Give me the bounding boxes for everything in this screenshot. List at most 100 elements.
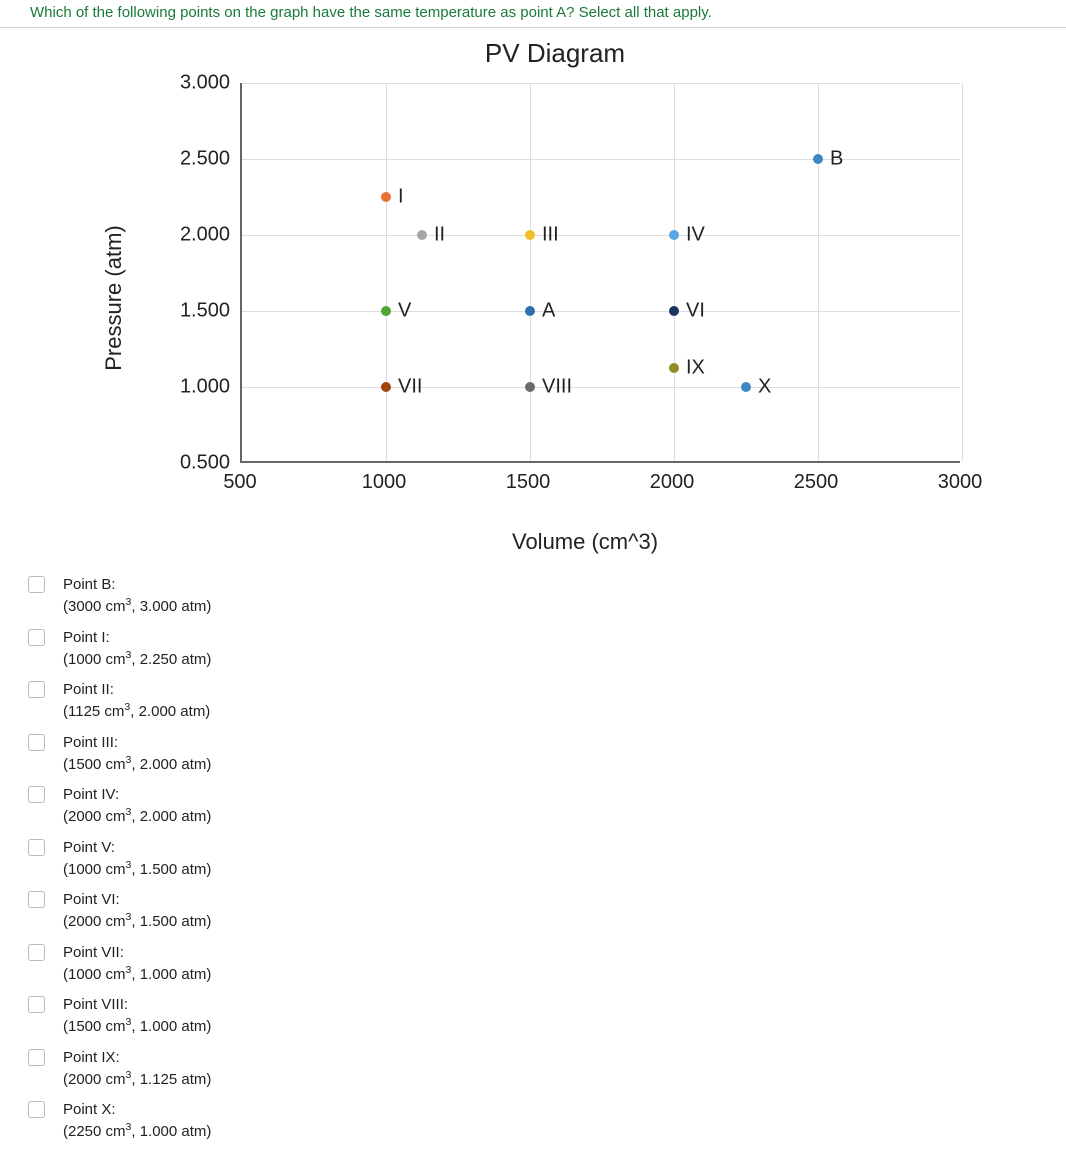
data-point — [381, 306, 391, 316]
answer-name: Point III: — [63, 733, 211, 753]
answer-name: Point VII: — [63, 943, 211, 963]
answer-option[interactable]: Point B: (3000 cm3, 3.000 atm) — [28, 575, 1066, 618]
checkbox[interactable] — [28, 944, 45, 961]
checkbox[interactable] — [28, 996, 45, 1013]
data-point-label: X — [758, 376, 771, 399]
data-point-label: VII — [398, 376, 422, 399]
data-point-label: II — [434, 224, 445, 247]
answer-name: Point VI: — [63, 890, 211, 910]
checkbox[interactable] — [28, 734, 45, 751]
data-point — [525, 230, 535, 240]
answer-name: Point II: — [63, 680, 210, 700]
answer-option[interactable]: Point III: (1500 cm3, 2.000 atm) — [28, 733, 1066, 776]
answer-option[interactable]: Point IV: (2000 cm3, 2.000 atm) — [28, 785, 1066, 828]
answer-name: Point VIII: — [63, 995, 211, 1015]
checkbox[interactable] — [28, 1049, 45, 1066]
answer-detail: (1000 cm3, 2.250 atm) — [63, 651, 211, 668]
checkbox[interactable] — [28, 891, 45, 908]
checkbox[interactable] — [28, 576, 45, 593]
answer-option[interactable]: Point II: (1125 cm3, 2.000 atm) — [28, 680, 1066, 723]
data-point-label: I — [398, 186, 404, 209]
answer-option[interactable]: Point VI: (2000 cm3, 1.500 atm) — [28, 890, 1066, 933]
answer-detail: (1125 cm3, 2.000 atm) — [63, 703, 210, 720]
checkbox[interactable] — [28, 786, 45, 803]
gridline-h — [242, 235, 960, 236]
checkbox[interactable] — [28, 839, 45, 856]
x-axis-label: Volume (cm^3) — [180, 529, 990, 555]
checkbox[interactable] — [28, 681, 45, 698]
chart-area: Pressure (atm) IIIIIIIVVAVIVIIVIIIIXXB 5… — [120, 73, 990, 523]
gridline-h — [242, 159, 960, 160]
answer-name: Point B: — [63, 575, 211, 595]
answer-option[interactable]: Point IX:(2000 cm3, 1.125 atm) — [28, 1048, 1066, 1091]
plot-region: IIIIIIIVVAVIVIIVIIIIXXB — [240, 83, 960, 463]
data-point — [813, 154, 823, 164]
data-point-label: V — [398, 300, 411, 323]
answer-detail: (1000 cm3, 1.000 atm) — [63, 966, 211, 983]
answer-list: Point B: (3000 cm3, 3.000 atm) Point I: (10… — [0, 565, 1066, 1173]
y-axis-label: Pressure (atm) — [101, 225, 127, 370]
answer-detail: (1500 cm3, 2.000 atm) — [63, 756, 211, 773]
answer-text: Point VIII: (1500 cm3, 1.000 atm) — [63, 995, 211, 1038]
data-point-label: VIII — [542, 376, 572, 399]
gridline-v — [674, 83, 675, 461]
data-point — [669, 230, 679, 240]
data-point-label: VI — [686, 300, 705, 323]
answer-text: Point V: (1000 cm3, 1.500 atm) — [63, 838, 211, 881]
answer-option[interactable]: Point VIII: (1500 cm3, 1.000 atm) — [28, 995, 1066, 1038]
data-point — [381, 192, 391, 202]
x-tick: 2500 — [794, 471, 839, 494]
answer-detail: (1000 cm3, 1.500 atm) — [63, 861, 211, 878]
answer-name: Point I: — [63, 628, 211, 648]
y-tick: 1.000 — [150, 376, 230, 399]
data-point-label: III — [542, 224, 559, 247]
answer-text: Point IV: (2000 cm3, 2.000 atm) — [63, 785, 211, 828]
answer-option[interactable]: Point VII: (1000 cm3, 1.000 atm) — [28, 943, 1066, 986]
answer-detail: (2250 cm3, 1.000 atm) — [63, 1123, 211, 1140]
data-point-label: B — [830, 148, 843, 171]
data-point — [525, 382, 535, 392]
answer-text: Point VII: (1000 cm3, 1.000 atm) — [63, 943, 211, 986]
checkbox[interactable] — [28, 1101, 45, 1118]
data-point — [525, 306, 535, 316]
y-tick: 2.500 — [150, 148, 230, 171]
answer-text: Point B: (3000 cm3, 3.000 atm) — [63, 575, 211, 618]
answer-text: Point X: (2250 cm3, 1.000 atm) — [63, 1100, 211, 1143]
gridline-h — [242, 311, 960, 312]
data-point — [381, 382, 391, 392]
answer-text: Point II: (1125 cm3, 2.000 atm) — [63, 680, 210, 723]
answer-option[interactable]: Point V: (1000 cm3, 1.500 atm) — [28, 838, 1066, 881]
answer-name: Point X: — [63, 1100, 211, 1120]
answer-detail: (3000 cm3, 3.000 atm) — [63, 598, 211, 615]
answer-detail: (1500 cm3, 1.000 atm) — [63, 1018, 211, 1035]
answer-name: Point IV: — [63, 785, 211, 805]
x-tick: 1000 — [362, 471, 407, 494]
gridline-v — [530, 83, 531, 461]
x-tick: 1500 — [506, 471, 551, 494]
answer-detail: (2000 cm3, 1.500 atm) — [63, 913, 211, 930]
data-point-label: IV — [686, 224, 705, 247]
answer-option[interactable]: Point X: (2250 cm3, 1.000 atm) — [28, 1100, 1066, 1143]
answer-name: Point V: — [63, 838, 211, 858]
x-tick: 2000 — [650, 471, 695, 494]
gridline-v — [386, 83, 387, 461]
answer-option[interactable]: Point I: (1000 cm3, 2.250 atm) — [28, 628, 1066, 671]
answer-detail: (2000 cm3, 2.000 atm) — [63, 808, 211, 825]
question-text: Which of the following points on the gra… — [0, 0, 1066, 28]
checkbox[interactable] — [28, 629, 45, 646]
pv-chart: PV Diagram Pressure (atm) IIIIIIIVVAVIVI… — [120, 38, 990, 555]
answer-text: Point IX:(2000 cm3, 1.125 atm) — [63, 1048, 211, 1091]
answer-text: Point VI: (2000 cm3, 1.500 atm) — [63, 890, 211, 933]
x-tick: 3000 — [938, 471, 983, 494]
y-tick: 2.000 — [150, 224, 230, 247]
gridline-v — [818, 83, 819, 461]
gridline-h — [242, 83, 960, 84]
gridline-h — [242, 387, 960, 388]
answer-detail: (2000 cm3, 1.125 atm) — [63, 1071, 211, 1088]
y-tick: 0.500 — [150, 452, 230, 475]
data-point — [741, 382, 751, 392]
data-point-label: IX — [686, 357, 705, 380]
answer-text: Point I: (1000 cm3, 2.250 atm) — [63, 628, 211, 671]
y-tick: 3.000 — [150, 72, 230, 95]
data-point — [417, 230, 427, 240]
